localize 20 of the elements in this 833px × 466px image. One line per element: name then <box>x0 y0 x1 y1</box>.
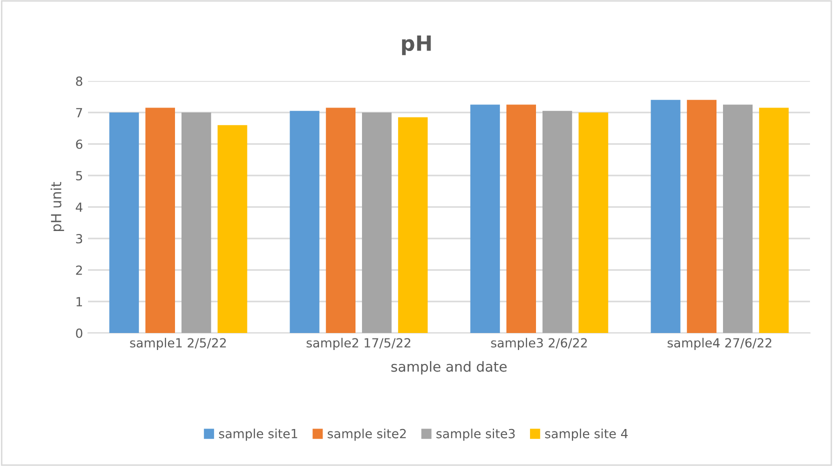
y-tick-label: 3 <box>76 234 82 244</box>
x-tick-label: sample1 2/5/22 <box>130 338 226 350</box>
y-tick-label: 7 <box>76 108 82 118</box>
y-tick-label: 5 <box>76 171 82 180</box>
y-tick-label: 2 <box>76 265 82 275</box>
x-tick-label: sample4 27/6/22 <box>668 338 772 350</box>
y-tick-label: 8 <box>76 76 82 86</box>
legend-label: sample site1 <box>219 428 298 441</box>
legend-label: sample site3 <box>436 428 515 441</box>
legend-label: sample site 4 <box>545 428 628 441</box>
chart-title: pH <box>402 36 431 56</box>
y-axis-title: pH unit <box>50 182 64 232</box>
legend-label: sample site2 <box>328 428 406 441</box>
y-tick-label: 4 <box>76 202 82 212</box>
x-tick-label: sample2 17/5/22 <box>306 338 410 350</box>
x-axis-title: sample and date <box>391 361 507 375</box>
y-tick-label: 1 <box>76 297 82 306</box>
y-tick-label: 0 <box>76 328 82 338</box>
x-tick-label: sample3 2/6/22 <box>491 338 587 350</box>
y-tick-label: 6 <box>76 139 82 149</box>
